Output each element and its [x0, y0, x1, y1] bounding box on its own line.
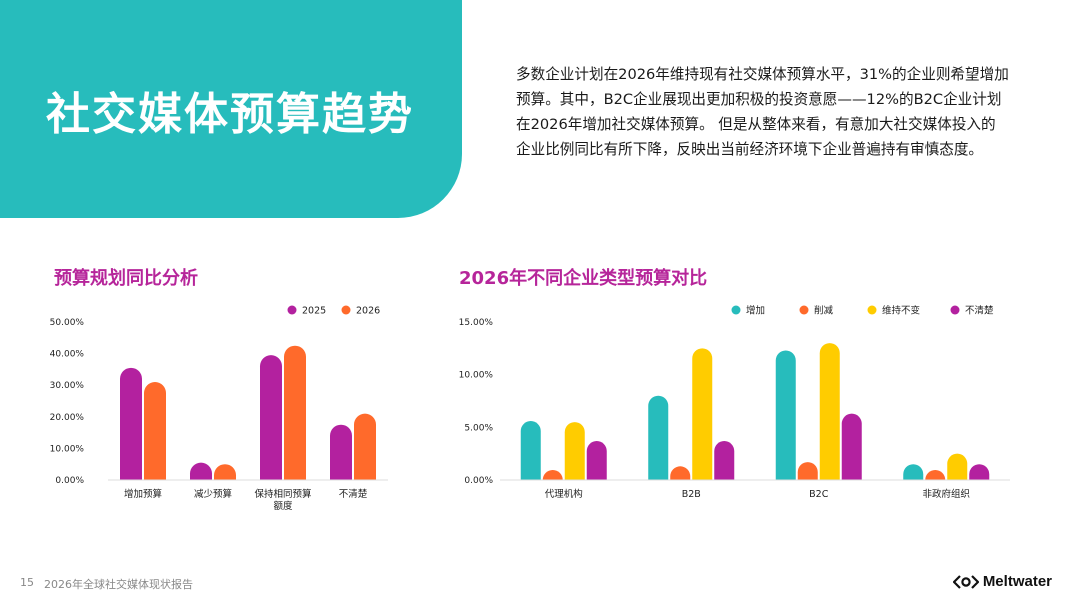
- chart-type-bar: [714, 441, 735, 480]
- intro-paragraph: 多数企业计划在2026年维持现有社交媒体预算水平，31%的企业则希望增加 预算。…: [516, 62, 1026, 162]
- chart-yoy-category-label: 额度: [273, 500, 293, 512]
- chart-yoy-category-label: 不清楚: [339, 488, 368, 500]
- intro-line-3: 在2026年增加社交媒体预算。 但是从整体来看，有意加大社交媒体投入的: [516, 116, 996, 133]
- chart-yoy-ytick: 20.00%: [50, 413, 85, 423]
- chart-type-bar: [692, 348, 713, 480]
- chart-type-ytick: 10.00%: [459, 371, 494, 381]
- chart-type-bar: [925, 470, 946, 480]
- chart-type-category-label: B2B: [682, 489, 701, 500]
- chart-type-ytick: 0.00%: [464, 476, 493, 486]
- chart-type-category-label: B2C: [809, 489, 829, 500]
- chart-yoy-ytick: 10.00%: [50, 444, 85, 454]
- intro-line-2: 预算。其中，B2C企业展现出更加积极的投资意愿——12%的B2C企业计划: [516, 91, 1002, 108]
- chart-type-bar: [648, 395, 669, 480]
- chart-type-bar: [797, 462, 818, 480]
- chart-type-legend-label: 增加: [746, 305, 765, 317]
- chart-yoy-bar: [214, 464, 236, 480]
- chart-yoy-bar: [284, 345, 306, 480]
- chart-yoy-bar: [190, 462, 212, 480]
- chart-yoy-ytick: 30.00%: [50, 381, 85, 391]
- chart-type-bar: [969, 464, 990, 480]
- chart-yoy-legend-label: 2025: [302, 306, 326, 317]
- chart-company-type-title: 2026年不同企业类型预算对比: [459, 268, 708, 289]
- meltwater-logo-icon: [952, 574, 979, 589]
- chart-type-legend-label: 不清楚: [965, 305, 994, 317]
- chart-type-legend-swatch: [867, 305, 877, 315]
- chart-yoy-category-label: 增加预算: [124, 488, 162, 500]
- chart-yoy-bar: [144, 382, 166, 480]
- chart-yoy-bar: [330, 424, 352, 480]
- chart-type-legend-swatch: [799, 305, 809, 315]
- chart-type-bar: [819, 343, 840, 480]
- chart-yoy-legend-label: 2026: [356, 306, 380, 317]
- chart-type-bar: [670, 466, 691, 480]
- chart-type-bar: [564, 422, 585, 480]
- chart-type-bar: [947, 453, 968, 480]
- chart-type-category-label: 代理机构: [545, 488, 583, 500]
- chart-yoy-ytick: 50.00%: [50, 318, 85, 328]
- chart-type-bar: [520, 421, 541, 480]
- intro-line-1: 多数企业计划在2026年维持现有社交媒体预算水平，31%的企业则希望增加: [516, 66, 1009, 83]
- chart-type-bar: [775, 350, 796, 480]
- brand-name: Meltwater: [982, 573, 1052, 590]
- chart-type-bar: [542, 470, 563, 480]
- chart-type-bar: [903, 464, 924, 480]
- chart-type-ytick: 5.00%: [464, 423, 493, 433]
- chart-yoy-legend-swatch: [287, 305, 297, 315]
- chart-yoy-category-label: 减少预算: [194, 488, 232, 500]
- chart-type-legend-label: 削减: [814, 305, 834, 317]
- chart-type-category-label: 非政府组织: [922, 488, 970, 500]
- meltwater-logo: Meltwater: [952, 573, 1052, 590]
- page-title: 社交媒体预算趋势: [46, 89, 414, 140]
- chart-yoy-bar: [354, 413, 376, 480]
- chart-type-bar: [841, 413, 862, 480]
- page-number: 15: [20, 576, 34, 589]
- chart-type-legend-label: 维持不变: [882, 305, 921, 317]
- chart-type-legend-swatch: [950, 305, 960, 315]
- chart-yoy-legend-swatch: [341, 305, 351, 315]
- chart-yoy-ytick: 0.00%: [55, 476, 84, 486]
- chart-yoy-bar: [120, 367, 142, 480]
- chart-yoy-category-label: 保持相同预算: [254, 488, 311, 500]
- intro-line-4: 企业比例同比有所下降，反映出当前经济环境下企业普遍持有审慎态度。: [516, 141, 984, 158]
- chart-type-bar: [586, 441, 607, 480]
- chart-yoy-ytick: 40.00%: [50, 350, 85, 360]
- chart-type-legend-swatch: [731, 305, 741, 315]
- chart-yoy-bar: [260, 355, 282, 480]
- title-banner: 社交媒体预算趋势: [0, 0, 462, 218]
- report-title: 2026年全球社交媒体现状报告: [44, 578, 193, 591]
- chart-type-ytick: 15.00%: [459, 318, 494, 328]
- chart-yoy-title: 预算规划同比分析: [54, 268, 198, 289]
